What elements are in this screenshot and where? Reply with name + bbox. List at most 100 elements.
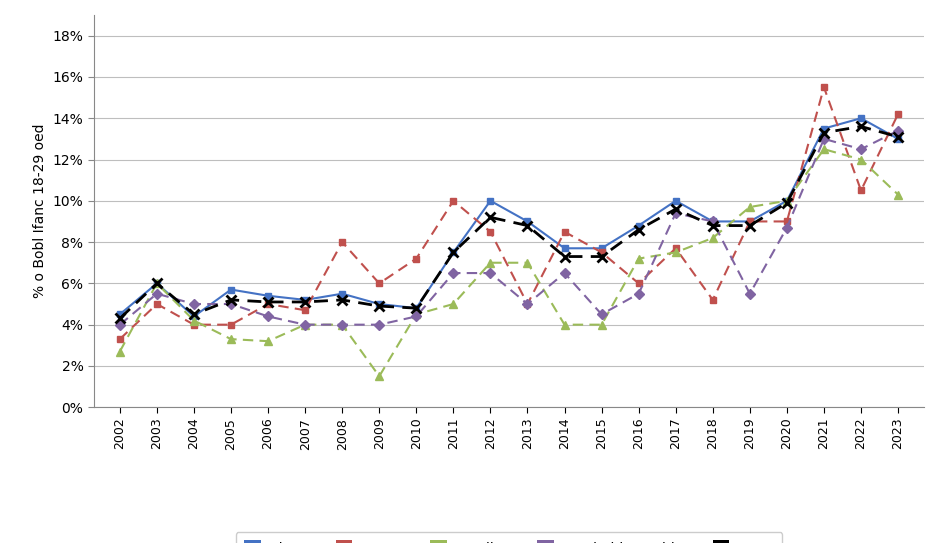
Cymru — [855, 187, 867, 194]
Yr Alban — [745, 204, 756, 210]
y DU — [336, 296, 347, 303]
y DU — [522, 222, 533, 229]
Yr Alban — [781, 198, 793, 204]
Gogledd Iwerddan — [374, 321, 385, 328]
Yr Alban — [300, 321, 311, 328]
Yr Alban — [374, 373, 385, 380]
Gogledd Iwerddan — [336, 321, 347, 328]
Yr Alban — [262, 338, 273, 344]
Yr Alban — [522, 260, 533, 266]
Gogledd Iwerddan — [410, 313, 422, 320]
Lloegr — [745, 218, 756, 225]
y DU — [300, 299, 311, 305]
Yr Alban — [189, 317, 200, 324]
Gogledd Iwerddan — [855, 146, 867, 153]
Legend: Lloegr, Cymru, Yr Alban, Gogledd Iwerddan, y DU: Lloegr, Cymru, Yr Alban, Gogledd Iwerdda… — [236, 532, 782, 543]
y DU — [410, 305, 422, 312]
Gogledd Iwerddan — [300, 321, 311, 328]
y DU — [707, 222, 718, 229]
Lloegr — [892, 136, 903, 142]
Line: Lloegr: Lloegr — [116, 115, 901, 320]
Gogledd Iwerddan — [707, 218, 718, 225]
Lloegr — [448, 249, 459, 256]
Lloegr — [300, 296, 311, 303]
y DU — [225, 296, 237, 303]
Cymru — [522, 301, 533, 307]
y DU — [115, 315, 126, 322]
Cymru — [410, 255, 422, 262]
Cymru — [670, 245, 682, 251]
Line: y DU: y DU — [115, 122, 903, 323]
Yr Alban — [855, 156, 867, 163]
Yr Alban — [410, 311, 422, 318]
y DU — [818, 129, 829, 136]
Cymru — [781, 218, 793, 225]
Gogledd Iwerddan — [596, 311, 608, 318]
Yr Alban — [707, 235, 718, 241]
Cymru — [336, 239, 347, 245]
Yr Alban — [670, 249, 682, 256]
Yr Alban — [336, 321, 347, 328]
Lloegr — [633, 222, 644, 229]
y DU — [485, 214, 496, 220]
Lloegr — [151, 280, 162, 287]
Lloegr — [781, 198, 793, 204]
Yr Alban — [225, 336, 237, 343]
Yr Alban — [485, 260, 496, 266]
Cymru — [300, 307, 311, 313]
Lloegr — [485, 198, 496, 204]
Cymru — [151, 301, 162, 307]
y DU — [670, 206, 682, 212]
Cymru — [596, 249, 608, 256]
Lloegr — [189, 313, 200, 320]
Line: Yr Alban: Yr Alban — [115, 145, 902, 381]
Lloegr — [522, 218, 533, 225]
Yr Alban — [892, 191, 903, 198]
Cymru — [892, 111, 903, 117]
Yr Alban — [596, 321, 608, 328]
y DU — [559, 253, 570, 260]
Cymru — [485, 229, 496, 235]
Cymru — [745, 218, 756, 225]
Cymru — [189, 321, 200, 328]
Gogledd Iwerddan — [522, 301, 533, 307]
Gogledd Iwerddan — [151, 291, 162, 297]
Lloegr — [855, 115, 867, 122]
Gogledd Iwerddan — [485, 270, 496, 276]
Lloegr — [707, 218, 718, 225]
Yr Alban — [115, 348, 126, 355]
Cymru — [225, 321, 237, 328]
y DU — [151, 280, 162, 287]
Gogledd Iwerddan — [781, 224, 793, 231]
Gogledd Iwerddan — [633, 291, 644, 297]
y DU — [374, 303, 385, 310]
Lloegr — [262, 293, 273, 299]
Lloegr — [818, 125, 829, 132]
Gogledd Iwerddan — [448, 270, 459, 276]
Y-axis label: % o Bobl Ifanc 18-29 oed: % o Bobl Ifanc 18-29 oed — [33, 124, 47, 298]
Gogledd Iwerddan — [745, 291, 756, 297]
Lloegr — [336, 291, 347, 297]
Yr Alban — [448, 301, 459, 307]
Lloegr — [596, 245, 608, 251]
Gogledd Iwerddan — [225, 301, 237, 307]
y DU — [781, 200, 793, 206]
y DU — [189, 311, 200, 318]
Cymru — [115, 336, 126, 343]
Cymru — [374, 280, 385, 287]
Lloegr — [670, 198, 682, 204]
y DU — [596, 253, 608, 260]
y DU — [855, 123, 867, 130]
Gogledd Iwerddan — [115, 321, 126, 328]
y DU — [745, 222, 756, 229]
Gogledd Iwerddan — [892, 128, 903, 134]
Yr Alban — [633, 255, 644, 262]
y DU — [448, 249, 459, 256]
y DU — [633, 226, 644, 233]
Line: Cymru: Cymru — [116, 84, 901, 343]
Yr Alban — [818, 146, 829, 153]
Lloegr — [559, 245, 570, 251]
Lloegr — [374, 301, 385, 307]
Gogledd Iwerddan — [189, 301, 200, 307]
Lloegr — [225, 286, 237, 293]
